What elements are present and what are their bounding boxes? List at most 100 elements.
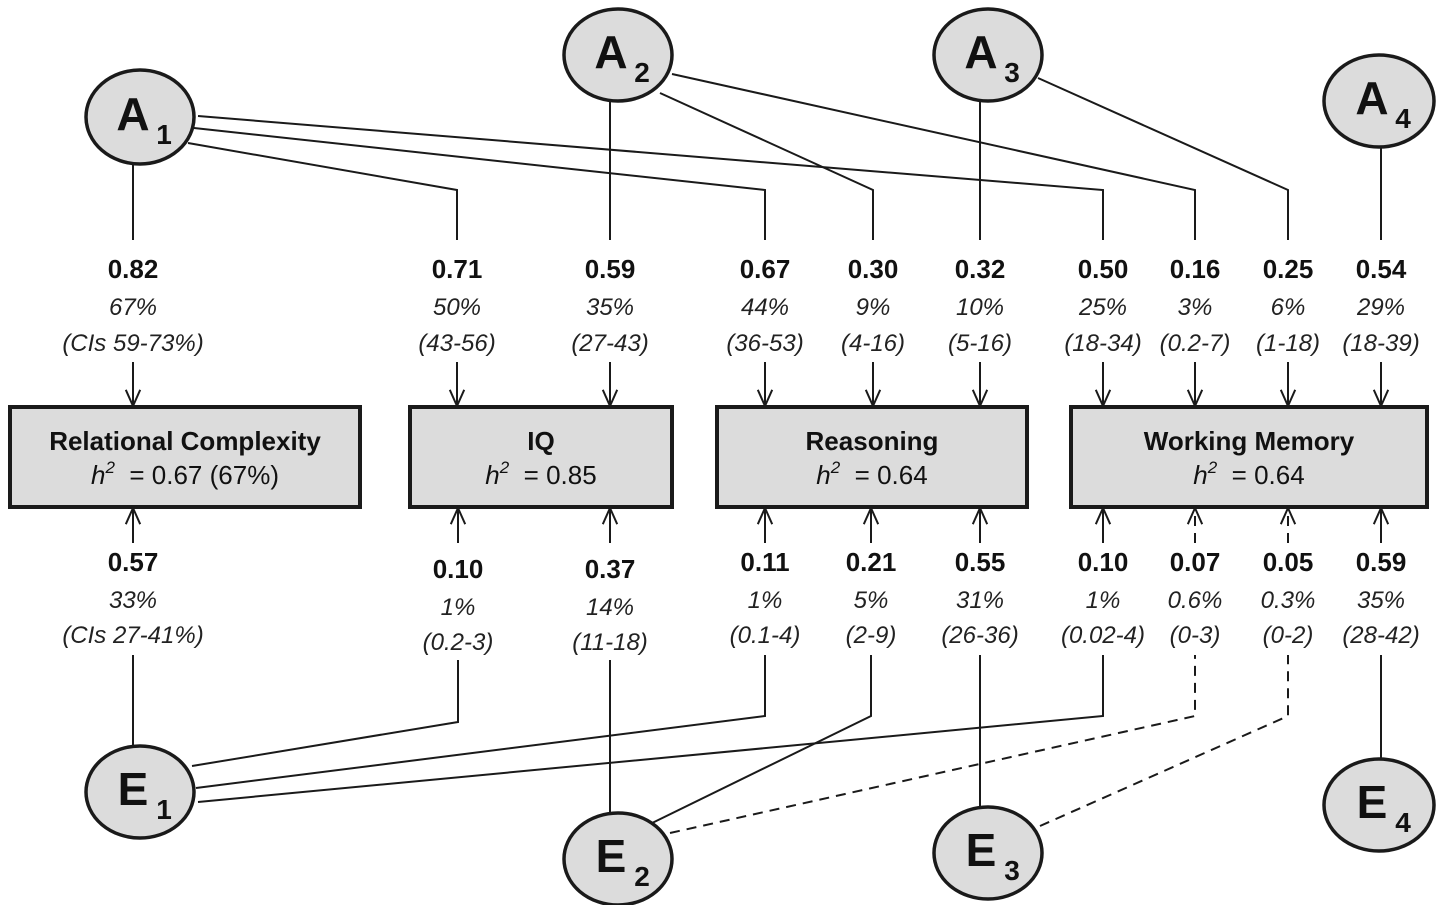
e-path-percent: 1% <box>748 587 783 614</box>
factor-letter: E <box>1357 776 1388 828</box>
a-path-coefficient: 0.71 <box>432 254 483 284</box>
a-path-ci: (4-16) <box>841 330 905 357</box>
e-path-ci: (26-36) <box>941 622 1018 649</box>
e-path-percent: 1% <box>1086 587 1121 614</box>
a-path-coefficient: 0.16 <box>1170 254 1221 284</box>
measure-box-frame <box>408 405 674 509</box>
a-path-coefficient: 0.59 <box>585 254 636 284</box>
e-path-ci: (CIs 27-41%) <box>62 622 203 649</box>
a-path-percent: 67% <box>109 294 157 321</box>
factor-ellipse <box>932 805 1044 901</box>
measure-title: IQ <box>527 426 554 456</box>
measure-box-frame <box>715 405 1029 509</box>
factor-subscript: 2 <box>634 861 650 892</box>
factor-letter: E <box>966 824 997 876</box>
a-path-coefficient: 0.30 <box>848 254 899 284</box>
e-path-line-E3-wm <box>1039 655 1289 827</box>
heritability-label: h2 = 0.67 (67%) <box>91 458 279 490</box>
e-path-coefficient: 0.10 <box>1078 547 1129 577</box>
e-path-line-E1-iq <box>191 660 459 767</box>
heritability-symbol: h <box>91 460 105 490</box>
e-path-line-E1-reasoning <box>195 655 766 789</box>
a-path-percent: 9% <box>856 294 891 321</box>
e-path-line-E1-wm <box>197 655 1104 803</box>
factor-letter: A <box>964 26 997 78</box>
e-path-ci: (0.1-4) <box>730 622 801 649</box>
e-path-coefficient: 0.57 <box>108 547 159 577</box>
factor-subscript: 4 <box>1395 807 1411 838</box>
factor-ellipse <box>84 744 196 840</box>
e-path-line-E2-wm <box>669 655 1196 834</box>
e-path-percent: 5% <box>854 587 889 614</box>
path-labels: 0.82 67% (CIs 59-73%) 0.71 50% (43-56) 0.59 35%… <box>62 254 1419 656</box>
a-path-percent: 50% <box>433 294 481 321</box>
e-path-coefficient: 0.07 <box>1170 547 1221 577</box>
a-path-ci: (36-53) <box>726 330 803 357</box>
factor-subscript: 1 <box>156 794 172 825</box>
measure-box-frame <box>8 405 362 509</box>
a-path-coefficient: 0.32 <box>955 254 1006 284</box>
e-path-percent: 0.3% <box>1261 587 1316 614</box>
factor-ellipse <box>1322 757 1436 853</box>
heritability-label: h2 = 0.64 <box>1193 458 1304 490</box>
a-path-percent: 25% <box>1078 294 1127 321</box>
e-path-ci: (2-9) <box>846 622 897 649</box>
factor-ellipse <box>562 7 674 103</box>
heritability-superscript: 2 <box>830 458 841 477</box>
factor-ellipse <box>562 811 674 905</box>
factor-subscript: 4 <box>1395 103 1411 134</box>
factor-subscript: 3 <box>1004 57 1020 88</box>
a-path-coefficient: 0.67 <box>740 254 791 284</box>
a-path-ci: (CIs 59-73%) <box>62 330 203 357</box>
e-path-ci: (0-2) <box>1263 622 1314 649</box>
a-path-percent: 10% <box>956 294 1004 321</box>
heritability-superscript: 2 <box>499 458 510 477</box>
a-path-coefficient: 0.50 <box>1078 254 1129 284</box>
heritability-label: h2 = 0.64 <box>816 458 927 490</box>
factor-subscript: 3 <box>1004 855 1020 886</box>
factor-ellipse <box>1322 53 1436 149</box>
e-path-ci: (0.02-4) <box>1061 622 1145 649</box>
heritability-label: h2 = 0.85 <box>485 458 596 490</box>
e-path-ci: (0-3) <box>1170 622 1221 649</box>
e-path-ci: (11-18) <box>572 629 648 656</box>
e-path-coefficient: 0.55 <box>955 547 1006 577</box>
a-path-ci: (18-39) <box>1342 330 1419 357</box>
a-path-ci: (1-18) <box>1256 330 1320 357</box>
factor-subscript: 2 <box>634 57 650 88</box>
a-path-line-A1-iq <box>187 142 458 240</box>
heritability-superscript: 2 <box>104 458 115 477</box>
a-path-coefficient: 0.25 <box>1263 254 1314 284</box>
a-path-line-A2-reasoning <box>659 92 874 240</box>
e-path-ci: (0.2-3) <box>423 629 494 656</box>
a-path-ci: (5-16) <box>948 330 1012 357</box>
factor-ellipse <box>932 7 1044 103</box>
factor-letter: A <box>594 26 627 78</box>
e-path-percent: 14% <box>586 594 634 621</box>
heritability-symbol: h <box>485 460 499 490</box>
factor-letter: E <box>118 763 149 815</box>
e-path-coefficient: 0.37 <box>585 554 636 584</box>
a-path-ci: (43-56) <box>418 330 495 357</box>
a-path-percent: 44% <box>741 294 789 321</box>
a-path-line-A3-wm <box>1037 77 1289 240</box>
heritability-superscript: 2 <box>1207 458 1218 477</box>
factor-letter: A <box>116 88 149 140</box>
e-path-coefficient: 0.11 <box>740 547 789 577</box>
factor-subscript: 1 <box>156 119 172 150</box>
factor-nodes: A 1A 2 A 3 A 4E 1E 2E 3E 4 <box>84 7 1436 905</box>
heritability-value: = 0.64 <box>1217 460 1304 490</box>
measure-title: Reasoning <box>806 426 939 456</box>
e-path-percent: 0.6% <box>1168 587 1223 614</box>
